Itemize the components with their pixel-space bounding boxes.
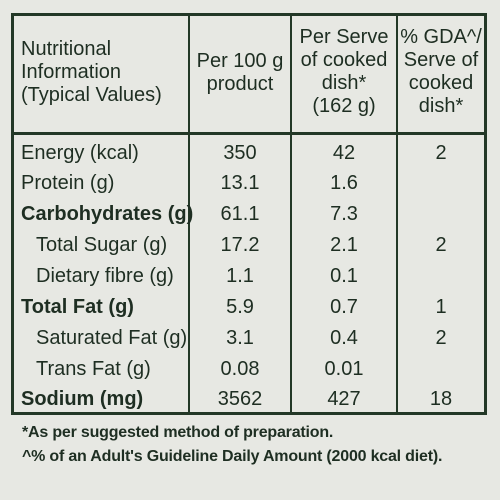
value-per-100g: 61.1 [220,203,260,225]
value-per-serve: 0.7 [330,296,358,318]
value-per-serve: 1.6 [330,172,358,194]
header-line: % GDA^/ [400,26,482,48]
value-per-serve: 2.1 [330,234,358,256]
value-per-serve: 427 [327,388,361,410]
nutrition-table: Nutritional Information (Typical Values)… [11,13,487,415]
value-gda: 2 [435,234,447,256]
value-per-serve: 42 [332,142,356,164]
row-label: Sodium (mg) [21,388,144,410]
header-line: (162 g) [312,95,376,117]
value-per-100g: 13.1 [220,172,260,194]
footnote-preparation: *As per suggested method of preparation. [22,424,334,441]
header-line: (Typical Values) [21,84,162,106]
row-label: Carbohydrates (g) [21,203,194,225]
header-line: of cooked [300,49,388,71]
header-per-serve: Per Serve of cooked dish* (162 g) [292,26,396,118]
value-per-100g: 3562 [217,388,263,410]
value-per-100g: 17.2 [220,234,260,256]
header-line: dish* [321,72,367,94]
value-per-100g: 1.1 [226,265,254,287]
row-label: Trans Fat (g) [36,358,151,380]
header-line: cooked [408,72,474,94]
value-per-100g: 0.08 [220,358,260,380]
value-per-100g: 5.9 [226,296,254,318]
value-gda: 1 [435,296,447,318]
header-line: dish* [418,95,464,117]
row-label: Total Sugar (g) [36,234,168,256]
value-gda: 2 [435,142,447,164]
value-gda: 18 [429,388,453,410]
header-divider [14,132,484,135]
value-per-100g: 3.1 [226,327,254,349]
header-line: Per 100 g [196,50,284,72]
column-divider [188,16,190,412]
row-label: Dietary fibre (g) [36,265,174,287]
row-label: Total Fat (g) [21,296,134,318]
header-line: Serve of [403,49,479,71]
row-label: Saturated Fat (g) [36,327,188,349]
header-line: Information [21,61,122,83]
header-gda: % GDA^/ Serve of cooked dish* [398,26,484,118]
value-gda: 2 [435,327,447,349]
header-nutritional-information: Nutritional Information (Typical Values) [21,38,162,107]
column-divider [396,16,398,412]
value-per-100g: 350 [223,142,257,164]
value-per-serve: 7.3 [330,203,358,225]
value-per-serve: 0.4 [330,327,358,349]
row-label: Protein (g) [21,172,115,194]
value-per-serve: 0.01 [324,358,364,380]
row-label: Energy (kcal) [21,142,139,164]
value-per-serve: 0.1 [330,265,358,287]
header-line: Nutritional [21,38,112,60]
header-line: product [206,73,274,95]
footnote-gda: ^% of an Adult's Guideline Daily Amount … [22,448,443,465]
header-per-100g: Per 100 g product [190,50,290,96]
header-line: Per Serve [299,26,389,48]
column-divider [290,16,292,412]
